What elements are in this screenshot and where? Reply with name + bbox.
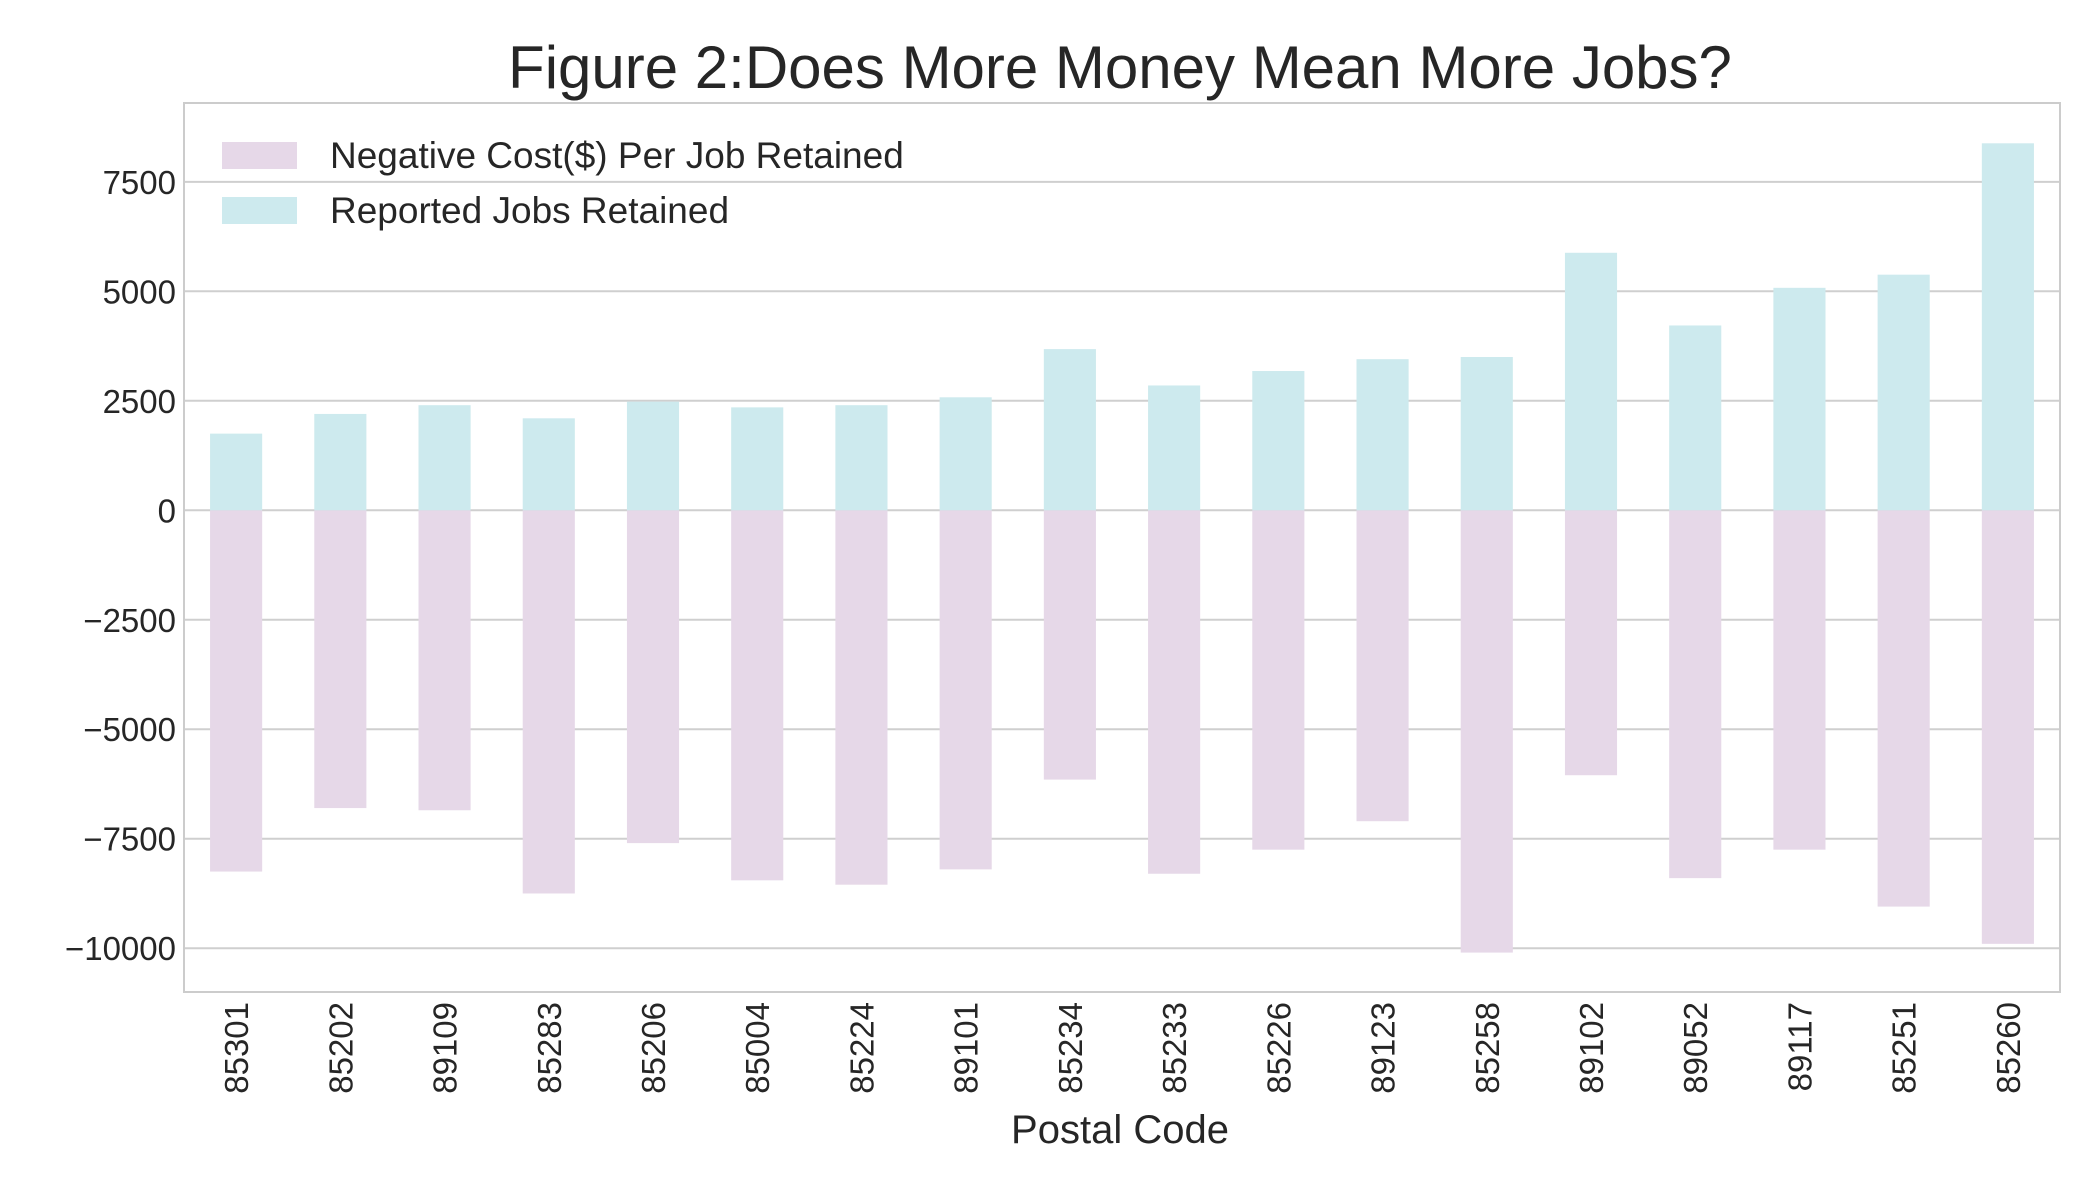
x-tick-label: 85202 [322,1002,359,1094]
negative-cost-bar [418,510,471,811]
negative-cost-bar [1460,510,1513,953]
x-tick-label: 85258 [1469,1002,1506,1094]
x-tick-label: 85260 [1990,1002,2027,1094]
negative-cost-bar [210,510,263,872]
y-tick-label: 7500 [103,164,176,201]
x-tick-label: 89117 [1781,1002,1818,1091]
y-axis-ticks: 7500 5000 2500 0 −2500 −5000 −7500 −10000 [65,164,176,967]
x-tick-label: 89101 [948,1002,985,1094]
grid-lines [184,180,2060,950]
legend-swatch-jobs-retained [222,197,297,224]
jobs-retained-bar [1564,252,1618,511]
jobs-retained-bar [1252,371,1305,511]
x-tick-label: 85283 [531,1002,568,1094]
negative-cost-bar [731,510,784,881]
jobs-retained-bar [1043,349,1096,511]
x-tick-label: 85206 [635,1002,672,1094]
negative-cost-bar [1564,510,1618,776]
negative-cost-bar [1877,510,1930,907]
negative-cost-bar [314,510,367,809]
y-tick-label: −2500 [83,602,176,639]
jobs-retained-bar [522,418,575,511]
legend-label-negative-cost: Negative Cost($) Per Job Retained [330,135,904,176]
y-tick-label: −5000 [83,711,176,748]
legend-label-jobs-retained: Reported Jobs Retained [330,190,729,231]
x-tick-label: 85301 [218,1002,255,1094]
negative-cost-bar [1148,510,1201,874]
jobs-retained-bar [1669,325,1722,511]
negative-cost-bar [1773,510,1826,850]
x-tick-label: 89123 [1365,1002,1402,1094]
negative-cost-bar [1356,510,1409,822]
x-tick-label: 85004 [739,1002,776,1094]
y-tick-label: 2500 [103,383,176,420]
negative-cost-bar [835,510,888,885]
jobs-retained-bar [314,413,367,511]
x-axis-label: Postal Code [1011,1108,1229,1152]
negative-cost-bar [939,510,992,870]
bars [210,143,2034,953]
legend-swatch-negative-cost [222,142,297,169]
x-tick-label: 85224 [843,1002,880,1094]
negative-cost-bar [1669,510,1722,879]
legend: Negative Cost($) Per Job Retained Reporte… [222,135,904,231]
negative-cost-bar [1981,510,2034,944]
jobs-retained-bar [1356,359,1409,511]
jobs-retained-bar [1460,357,1513,511]
jobs-retained-bar [1148,385,1201,511]
x-tick-label: 89102 [1573,1002,1610,1094]
x-tick-label: 89109 [427,1002,464,1094]
jobs-retained-bar [1877,274,1930,511]
jobs-retained-bar [626,401,680,511]
jobs-retained-bar [835,405,888,511]
negative-cost-bar [522,510,575,894]
jobs-retained-bar [1773,287,1826,511]
y-tick-label: 0 [158,492,176,529]
x-tick-label: 85233 [1156,1002,1193,1094]
negative-cost-bar [1252,510,1305,850]
jobs-retained-bar [418,405,471,511]
x-tick-label: 85251 [1886,1002,1923,1094]
jobs-retained-bar [939,397,992,511]
x-tick-label: 89052 [1677,1002,1714,1094]
x-axis-ticks: 85301 85202 89109 85283 85206 85004 85224 89101… [218,1002,2027,1094]
x-tick-label: 85234 [1052,1002,1089,1094]
y-tick-label: −7500 [83,821,176,858]
negative-cost-bar [1043,510,1096,780]
chart-title: Figure 2:Does More Money Mean More Jobs? [508,34,1732,101]
jobs-retained-bar [1981,143,2034,511]
y-tick-label: −10000 [65,930,176,967]
plot-frame [183,102,2061,993]
negative-cost-bar [626,510,680,844]
x-tick-label: 85226 [1260,1002,1297,1094]
jobs-retained-bar [731,407,784,511]
y-tick-label: 5000 [103,273,176,310]
jobs-retained-bar [210,433,263,511]
